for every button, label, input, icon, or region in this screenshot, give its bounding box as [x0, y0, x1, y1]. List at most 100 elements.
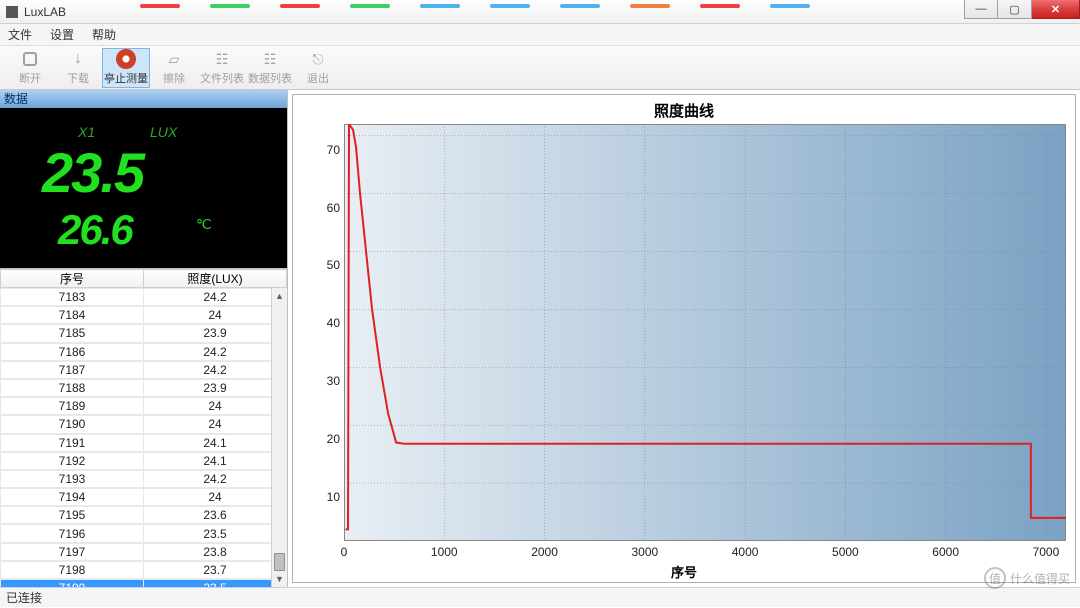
- cell-seq: 7190: [1, 416, 144, 433]
- cell-seq: 7191: [1, 434, 144, 451]
- cell-seq: 7192: [1, 452, 144, 469]
- table-row[interactable]: 719124.1: [0, 434, 287, 452]
- cell-lux: 24.1: [144, 434, 287, 451]
- cell-lux: 24.2: [144, 343, 287, 360]
- close-button[interactable]: ✕: [1032, 0, 1080, 19]
- cell-seq: 7185: [1, 325, 144, 342]
- lux-display: X1 LUX 23.5 26.6 ℃: [0, 108, 287, 268]
- table-row[interactable]: 718624.2: [0, 343, 287, 361]
- cell-lux: 23.9: [144, 325, 287, 342]
- chart-ytick: 40: [327, 316, 340, 330]
- maximize-button[interactable]: ▢: [998, 0, 1032, 19]
- exit-icon: [308, 49, 328, 69]
- cell-lux: 24.2: [144, 361, 287, 378]
- tool-disconnect-label: 断开: [19, 70, 41, 86]
- col-lux[interactable]: 照度(LUX): [144, 270, 287, 288]
- cell-seq: 7194: [1, 489, 144, 506]
- cell-seq: 7184: [1, 307, 144, 324]
- watermark-text: 什么值得买: [1010, 570, 1070, 587]
- cell-lux: 23.8: [144, 543, 287, 560]
- table-row[interactable]: 718424: [0, 306, 287, 324]
- tool-exit-label: 退出: [307, 70, 329, 86]
- chart-ytick: 70: [327, 143, 340, 157]
- left-panel: 数据 X1 LUX 23.5 26.6 ℃ 序号 照度(LUX) 718324.…: [0, 90, 288, 587]
- col-seq[interactable]: 序号: [1, 270, 144, 288]
- datalist-icon: [260, 49, 280, 69]
- data-grid[interactable]: 序号 照度(LUX) 718324.2718424718523.9718624.…: [0, 268, 287, 587]
- scroll-thumb[interactable]: [274, 553, 285, 571]
- chart-ytick: 60: [327, 201, 340, 215]
- table-row[interactable]: 718924: [0, 397, 287, 415]
- tool-stop-measure[interactable]: 亭止测量: [102, 48, 150, 88]
- chart-svg: [344, 124, 1066, 541]
- menu-bar: 文件 设置 帮助: [0, 24, 1080, 46]
- table-row[interactable]: 719324.2: [0, 470, 287, 488]
- menu-help[interactable]: 帮助: [92, 26, 116, 43]
- table-row[interactable]: 718823.9: [0, 379, 287, 397]
- plug-icon: [20, 49, 40, 69]
- status-bar: 已连接: [0, 587, 1080, 607]
- table-row[interactable]: 719024: [0, 415, 287, 433]
- table-row[interactable]: 719523.6: [0, 506, 287, 524]
- chart-area: [344, 124, 1066, 541]
- grid-scrollbar[interactable]: ▲ ▼: [271, 288, 287, 587]
- cell-lux: 24.2: [144, 289, 287, 306]
- chart-ytick: 10: [327, 490, 340, 504]
- watermark-icon: 值: [984, 567, 1006, 589]
- table-row[interactable]: 719623.5: [0, 524, 287, 542]
- cell-seq: 7199: [1, 580, 144, 588]
- chart-xtick: 2000: [531, 545, 558, 559]
- tool-filelist-label: 文件列表: [200, 70, 244, 86]
- minimize-button[interactable]: —: [964, 0, 998, 19]
- cell-lux: 23.5: [144, 580, 287, 588]
- table-row[interactable]: 719723.8: [0, 543, 287, 561]
- cell-seq: 7197: [1, 543, 144, 560]
- chart-xtick: 1000: [431, 545, 458, 559]
- menu-file[interactable]: 文件: [8, 26, 32, 43]
- tool-download-label: 下载: [67, 70, 89, 86]
- tool-exit[interactable]: 退出: [294, 48, 342, 88]
- chart-xtick: 4000: [732, 545, 759, 559]
- window-buttons: — ▢ ✕: [964, 0, 1080, 23]
- chart-xtick: 5000: [832, 545, 859, 559]
- table-row[interactable]: 718324.2: [0, 288, 287, 306]
- table-row[interactable]: 719424: [0, 488, 287, 506]
- cell-seq: 7187: [1, 361, 144, 378]
- tool-stop-label: 亭止测量: [104, 70, 148, 86]
- scroll-up-icon[interactable]: ▲: [272, 288, 287, 304]
- cell-lux: 23.9: [144, 379, 287, 396]
- cell-lux: 23.7: [144, 561, 287, 578]
- main-area: 数据 X1 LUX 23.5 26.6 ℃ 序号 照度(LUX) 718324.…: [0, 90, 1080, 587]
- menu-settings[interactable]: 设置: [50, 26, 74, 43]
- display-temp-unit: ℃: [196, 216, 212, 233]
- status-text: 已连接: [6, 591, 42, 605]
- chart-xlabel: 序号: [671, 562, 697, 581]
- cell-seq: 7193: [1, 470, 144, 487]
- table-row[interactable]: 718523.9: [0, 324, 287, 342]
- tool-file-list[interactable]: 文件列表: [198, 48, 246, 88]
- cell-seq: 7195: [1, 507, 144, 524]
- cell-lux: 23.5: [144, 525, 287, 542]
- table-row[interactable]: 719224.1: [0, 452, 287, 470]
- display-x1-label: X1: [78, 124, 95, 140]
- tool-download[interactable]: 下载: [54, 48, 102, 88]
- tool-data-list[interactable]: 数据列表: [246, 48, 294, 88]
- cell-lux: 24: [144, 398, 287, 415]
- tool-erase-label: 擦除: [163, 70, 185, 86]
- chart-ytick: 20: [327, 432, 340, 446]
- table-row[interactable]: 718724.2: [0, 361, 287, 379]
- cell-seq: 7198: [1, 561, 144, 578]
- cell-lux: 24.1: [144, 452, 287, 469]
- chart-xtick: 6000: [932, 545, 959, 559]
- chart-panel: 照度曲线 照度值(LUX) (10^3) 序号 1020304050607001…: [288, 90, 1080, 587]
- cell-lux: 24: [144, 489, 287, 506]
- browser-tab-hints: [140, 4, 810, 8]
- table-row[interactable]: 719923.5: [0, 579, 287, 587]
- title-bar: LuxLAB — ▢ ✕: [0, 0, 1080, 24]
- scroll-down-icon[interactable]: ▼: [272, 571, 287, 587]
- erase-icon: [164, 49, 184, 69]
- table-row[interactable]: 719823.7: [0, 561, 287, 579]
- cell-seq: 7183: [1, 289, 144, 306]
- tool-erase[interactable]: 擦除: [150, 48, 198, 88]
- tool-disconnect[interactable]: 断开: [6, 48, 54, 88]
